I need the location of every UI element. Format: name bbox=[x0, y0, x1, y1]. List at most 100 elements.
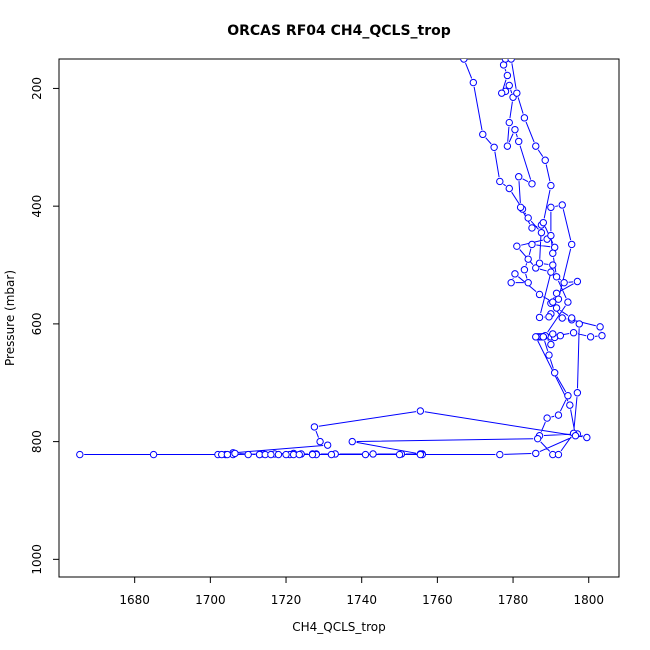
data-point bbox=[505, 184, 513, 193]
data-point bbox=[348, 437, 356, 446]
data-point bbox=[545, 351, 553, 359]
data-point bbox=[549, 330, 557, 338]
data-point bbox=[568, 314, 576, 322]
data-point bbox=[507, 59, 515, 63]
data-point bbox=[586, 333, 595, 341]
data-point bbox=[496, 177, 504, 186]
data-point bbox=[460, 59, 468, 63]
x-tick-label: 1780 bbox=[498, 593, 529, 607]
data-point bbox=[558, 314, 566, 322]
data-point bbox=[532, 449, 540, 458]
y-tick-label: 200 bbox=[30, 77, 44, 100]
data-point bbox=[552, 273, 561, 281]
series-line bbox=[84, 62, 602, 456]
data-point bbox=[550, 369, 559, 377]
data-point bbox=[528, 180, 536, 188]
data-point bbox=[564, 298, 572, 306]
data-point bbox=[575, 320, 583, 328]
data-point bbox=[511, 125, 519, 134]
data-point bbox=[479, 130, 487, 139]
data-point bbox=[505, 81, 513, 90]
y-tick-label: 600 bbox=[30, 312, 44, 335]
data-point bbox=[552, 304, 561, 312]
data-point bbox=[547, 231, 555, 240]
data-point bbox=[516, 203, 525, 212]
data-point bbox=[535, 259, 544, 267]
data-point bbox=[223, 450, 232, 459]
data-point bbox=[547, 268, 555, 276]
data-point bbox=[361, 450, 370, 459]
data-point bbox=[505, 118, 513, 127]
x-tick-label: 1720 bbox=[271, 593, 302, 607]
data-point bbox=[76, 450, 84, 459]
data-point bbox=[496, 450, 504, 459]
data-point bbox=[231, 449, 239, 458]
data-point bbox=[532, 142, 540, 150]
data-point bbox=[549, 249, 557, 257]
data-point bbox=[556, 331, 565, 340]
data-point bbox=[469, 78, 478, 87]
data-point bbox=[295, 450, 303, 459]
data-point bbox=[539, 333, 548, 341]
x-axis-label: CH4_QCLS_trop bbox=[292, 620, 386, 634]
x-tick-label: 1740 bbox=[346, 593, 377, 607]
data-point bbox=[547, 203, 555, 212]
data-point bbox=[507, 278, 515, 287]
data-point bbox=[308, 450, 317, 459]
data-point bbox=[310, 423, 319, 431]
data-point bbox=[560, 278, 568, 287]
data-point bbox=[568, 240, 576, 249]
data-point bbox=[524, 214, 532, 222]
data-point bbox=[535, 313, 544, 322]
data-point bbox=[547, 181, 555, 190]
data-point bbox=[583, 433, 591, 442]
x-tick-label: 1760 bbox=[422, 593, 453, 607]
data-point bbox=[549, 261, 557, 269]
data-point bbox=[369, 450, 377, 458]
data-point bbox=[566, 401, 574, 409]
y-axis: 200 400 600 800 1000 bbox=[30, 77, 59, 575]
data-point bbox=[528, 240, 536, 249]
data-point bbox=[533, 434, 542, 443]
data-point bbox=[596, 323, 604, 331]
data-point bbox=[549, 298, 557, 306]
data-point bbox=[520, 266, 529, 274]
data-point bbox=[524, 255, 532, 263]
data-point bbox=[395, 450, 404, 459]
data-point bbox=[528, 224, 536, 232]
data-point bbox=[535, 290, 544, 299]
data-point bbox=[244, 450, 252, 459]
chart-title: ORCAS RF04 CH4_QCLS_trop bbox=[227, 23, 451, 39]
data-point bbox=[515, 173, 523, 181]
plot-area bbox=[76, 59, 606, 459]
data-point bbox=[149, 450, 158, 459]
data-point bbox=[274, 450, 283, 459]
y-tick-label: 800 bbox=[30, 430, 44, 453]
data-point bbox=[503, 142, 512, 150]
data-point bbox=[513, 89, 521, 97]
data-point bbox=[545, 313, 553, 321]
data-point bbox=[564, 392, 572, 400]
x-tick-label: 1800 bbox=[573, 593, 604, 607]
x-tick-label: 1700 bbox=[195, 593, 226, 607]
y-tick-label: 400 bbox=[30, 195, 44, 218]
data-point bbox=[539, 218, 548, 227]
data-point bbox=[547, 340, 555, 349]
data-point bbox=[323, 441, 332, 449]
data-point bbox=[554, 295, 563, 303]
data-point bbox=[501, 59, 510, 63]
data-point bbox=[513, 242, 521, 250]
data-point bbox=[490, 143, 498, 152]
data-point bbox=[416, 450, 425, 459]
data-point bbox=[532, 264, 540, 272]
y-tick-label: 1000 bbox=[30, 544, 44, 575]
data-point bbox=[573, 277, 582, 286]
data-point bbox=[569, 329, 578, 337]
data-point bbox=[541, 156, 549, 164]
plot-frame bbox=[58, 58, 620, 578]
x-tick-label: 1680 bbox=[119, 593, 150, 607]
x-axis: 1680 1700 1720 1740 1760 1780 1800 bbox=[119, 577, 604, 607]
data-point bbox=[416, 407, 425, 415]
data-point bbox=[571, 432, 580, 440]
